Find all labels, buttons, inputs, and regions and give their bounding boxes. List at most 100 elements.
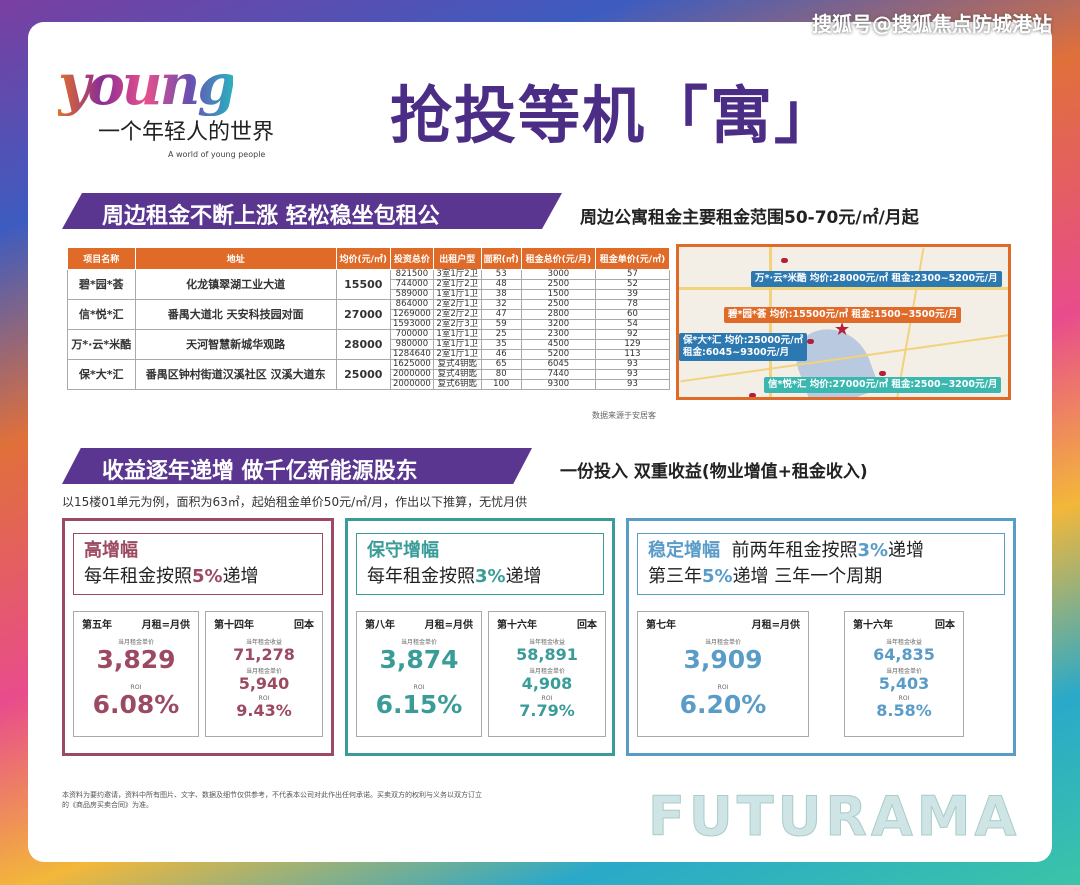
metric-label: ROI bbox=[898, 695, 910, 702]
metric-label: 当月租金单价 bbox=[400, 639, 437, 646]
plan-card: 高增幅 每年租金按照5%递增 第五年 月租=月供 当月租金单价 3,829 ROI … bbox=[62, 518, 334, 756]
payback-panel: 第十六年 回本 当年租金收益 64,835 当月租金单价 5,403 ROI 8.… bbox=[844, 611, 964, 737]
milestone-label: 回本 bbox=[935, 620, 955, 631]
table-cell: 60 bbox=[594, 309, 671, 320]
table-cell: 2800 bbox=[520, 309, 596, 320]
rent-table: 项目名称 地址 均价(元/㎡) 投资总价 出租户型 面积(㎡) 租金总价(元/月) 租金单价(… bbox=[67, 247, 671, 390]
project-name: 碧*园*荟 bbox=[67, 269, 136, 300]
project-address: 化龙镇翠湖工业大道 bbox=[134, 269, 337, 300]
plan-header: 稳定增幅 前两年租金按照3%递增 第三年5%递增 三年一个周期 bbox=[637, 533, 1005, 595]
milestone-label: 月租=月供 bbox=[424, 620, 473, 631]
column-header: 租金单价(元/㎡) bbox=[594, 247, 671, 270]
desc-text: 每年租金按照 bbox=[84, 566, 192, 587]
table-cell: 129 bbox=[594, 339, 671, 350]
table-cell: 2300 bbox=[520, 329, 596, 340]
avg-price: 27000 bbox=[335, 299, 391, 330]
table-cell: 54 bbox=[594, 319, 671, 330]
payback-panel: 第十六年 回本 当年租金收益 58,891 当月租金单价 4,908 ROI 7.… bbox=[488, 611, 606, 737]
table-cell: 80 bbox=[480, 369, 522, 380]
rate: 3% bbox=[475, 566, 506, 587]
breakeven-panel: 第八年 月租=月供 当月租金单价 3,874 ROI 6.15% bbox=[356, 611, 482, 737]
table-cell: 65 bbox=[480, 359, 522, 370]
column-header: 出租户型 bbox=[433, 247, 482, 270]
calc-note: 以15楼01单元为例，面积为63㎡，起始租金单价50元/㎡/月，作出以下推算，无… bbox=[62, 495, 528, 509]
metric-label: ROI bbox=[541, 695, 553, 702]
map-tag: 信*悦*汇 均价:27000元/㎡ 租金:2500~3200元/月 bbox=[764, 377, 1002, 393]
table-cell: 92 bbox=[594, 329, 671, 340]
plan-header: 高增幅 每年租金按照5%递增 bbox=[73, 533, 323, 595]
year-label: 第七年 bbox=[646, 620, 676, 631]
plan-card: 保守增幅 每年租金按照3%递增 第八年 月租=月供 当月租金单价 3,874 ROI… bbox=[345, 518, 615, 756]
metric-label: ROI bbox=[258, 695, 270, 702]
table-cell: 864000 bbox=[389, 299, 435, 310]
location-map: ★ 万*·云*米酷 均价:28000元/㎡ 租金:2300~5200元/月 碧*… bbox=[676, 244, 1011, 400]
column-header: 项目名称 bbox=[67, 247, 136, 270]
table-cell: 2000000 bbox=[389, 379, 435, 390]
roi-value: 8.58% bbox=[876, 701, 932, 720]
section1-subhead: 周边公寓租金主要租金范围50-70元/㎡/月起 bbox=[580, 208, 919, 228]
table-cell: 46 bbox=[480, 349, 522, 360]
roi-value: 9.43% bbox=[236, 701, 292, 720]
pin bbox=[807, 339, 814, 344]
table-cell: 2室2厅2卫 bbox=[433, 309, 482, 320]
table-cell: 1室1厅1卫 bbox=[433, 329, 482, 340]
table-cell: 复式6钥匙 bbox=[433, 379, 482, 390]
table-cell: 3000 bbox=[520, 269, 596, 280]
year-label: 第十六年 bbox=[853, 620, 893, 631]
roi-value: 6.08% bbox=[92, 690, 180, 719]
rate: 5% bbox=[192, 566, 223, 587]
year-label: 第五年 bbox=[82, 620, 112, 631]
table-cell: 53 bbox=[480, 269, 522, 280]
table-cell: 2000000 bbox=[389, 369, 435, 380]
section2-subhead: 一份投入 双重收益(物业增值+租金收入) bbox=[560, 462, 868, 482]
logo-en: A world of young people bbox=[168, 150, 266, 159]
milestone-label: 回本 bbox=[577, 620, 597, 631]
roi-value: 7.79% bbox=[519, 701, 575, 720]
metric-label: 当月租金单价 bbox=[704, 639, 741, 646]
table-cell: 1500 bbox=[520, 289, 596, 300]
metric-label: ROI bbox=[717, 684, 729, 691]
table-cell: 93 bbox=[594, 379, 671, 390]
table-row: 碧*园*荟 化龙镇翠湖工业大道 15500 821500 3室1厅2卫 53 3000 57 bbox=[67, 269, 671, 300]
plan-desc: 前两年租金按照3%递增 bbox=[731, 540, 924, 561]
metric-label: 当月租金单价 bbox=[528, 668, 565, 675]
avg-price: 25000 bbox=[335, 359, 391, 390]
table-cell: 9300 bbox=[520, 379, 596, 390]
table-cell: 3室1厅2卫 bbox=[433, 269, 482, 280]
section1-banner: 周边租金不断上涨 轻松稳坐包租公 bbox=[62, 193, 562, 229]
table-cell: 39 bbox=[594, 289, 671, 300]
plan-title: 稳定增幅 bbox=[648, 540, 720, 561]
table-cell: 2室2厅1卫 bbox=[433, 299, 482, 310]
plan-card: 稳定增幅 前两年租金按照3%递增 第三年5%递增 三年一个周期 第七年 月租=月供 … bbox=[626, 518, 1016, 756]
project-address: 番禺大道北 天安科技园对面 bbox=[134, 299, 337, 330]
logo-word: young bbox=[58, 52, 236, 118]
desc-text: 递增 三年一个周期 bbox=[732, 566, 883, 587]
avg-price: 28000 bbox=[335, 329, 391, 360]
table-cell: 47 bbox=[480, 309, 522, 320]
table-cell: 1593000 bbox=[389, 319, 435, 330]
table-cell: 744000 bbox=[389, 279, 435, 290]
table-cell: 2室1厅2卫 bbox=[433, 279, 482, 290]
table-row: 信*悦*汇 番禺大道北 天安科技园对面 27000 864000 2室2厅1卫 32 250… bbox=[67, 299, 671, 330]
desc-text: 递增 bbox=[222, 566, 259, 587]
table-cell: 100 bbox=[480, 379, 522, 390]
project-name: 万*·云*米酷 bbox=[67, 329, 136, 360]
table-cell: 821500 bbox=[389, 269, 435, 280]
map-tag: 碧*园*荟 均价:15500元/㎡ 租金:1500~3500元/月 bbox=[724, 307, 962, 323]
table-cell: 589000 bbox=[389, 289, 435, 300]
annual-income-value: 64,835 bbox=[873, 645, 935, 664]
table-cell: 复式4钥匙 bbox=[433, 359, 482, 370]
table-cell: 1625000 bbox=[389, 359, 435, 370]
column-header: 面积(㎡) bbox=[480, 247, 522, 270]
plan-header: 保守增幅 每年租金按照3%递增 bbox=[356, 533, 604, 595]
rate: 5% bbox=[702, 566, 733, 587]
year-label: 第八年 bbox=[365, 620, 395, 631]
column-header: 地址 bbox=[134, 247, 337, 270]
milestone-label: 月租=月供 bbox=[141, 620, 190, 631]
column-header: 均价(元/㎡) bbox=[335, 247, 391, 270]
table-cell: 38 bbox=[480, 289, 522, 300]
futurama-brand: FUTURAMA bbox=[647, 785, 1021, 849]
watermark: 搜狐号@搜狐焦点防城港站 bbox=[812, 12, 1052, 36]
table-cell: 1室1厅1卫 bbox=[433, 339, 482, 350]
logo-cn: 一个年轻人的世界 bbox=[98, 120, 275, 145]
